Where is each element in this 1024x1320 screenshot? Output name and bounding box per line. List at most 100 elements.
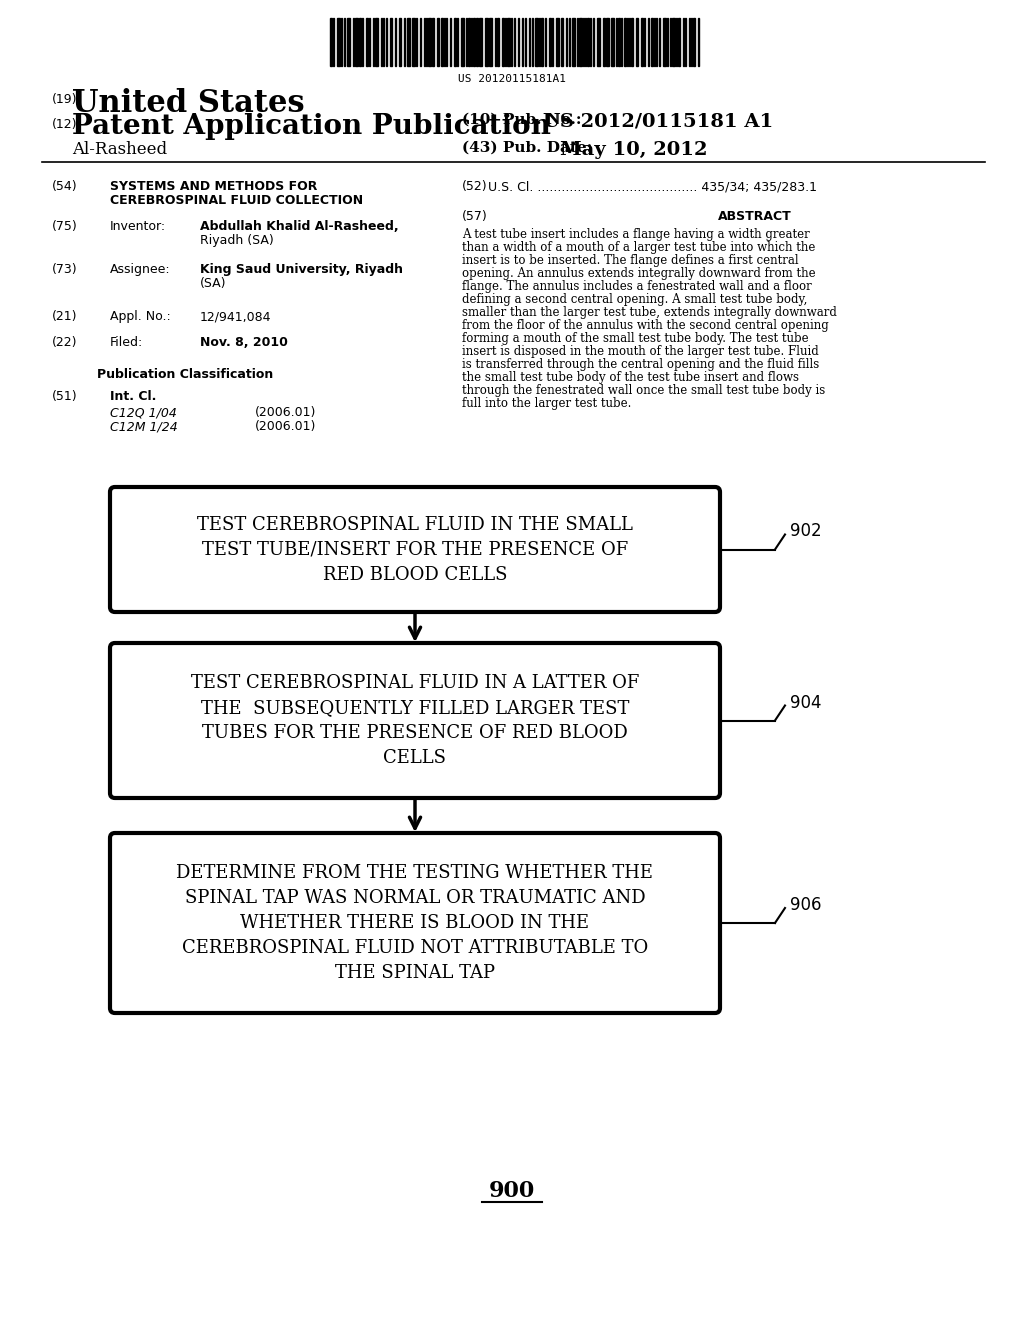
Text: than a width of a mouth of a larger test tube into which the: than a width of a mouth of a larger test… (462, 242, 815, 253)
Text: Assignee:: Assignee: (110, 263, 171, 276)
Text: 900: 900 (488, 1180, 536, 1203)
FancyBboxPatch shape (110, 833, 720, 1012)
Bar (502, 18, 504, 66)
Text: the small test tube body of the test tube insert and flows: the small test tube body of the test tub… (462, 371, 799, 384)
Bar (535, 18, 538, 66)
Text: full into the larger test tube.: full into the larger test tube. (462, 397, 632, 411)
Text: CEREBROSPINAL FLUID COLLECTION: CEREBROSPINAL FLUID COLLECTION (110, 194, 364, 207)
Bar (330, 18, 332, 66)
Text: (22): (22) (52, 337, 78, 348)
Bar (485, 18, 488, 66)
Text: Publication Classification: Publication Classification (97, 368, 273, 381)
Bar (461, 18, 464, 66)
Text: Riyadh (SA): Riyadh (SA) (200, 234, 273, 247)
Text: C12M 1/24: C12M 1/24 (110, 420, 178, 433)
Text: (75): (75) (52, 220, 78, 234)
FancyBboxPatch shape (110, 643, 720, 799)
Bar (412, 18, 415, 66)
Bar (561, 18, 563, 66)
Bar (678, 18, 680, 66)
Bar (579, 18, 582, 66)
Text: (10) Pub. No.:: (10) Pub. No.: (462, 114, 582, 127)
Text: flange. The annulus includes a fenestrated wall and a floor: flange. The annulus includes a fenestrat… (462, 280, 812, 293)
FancyBboxPatch shape (110, 487, 720, 612)
Bar (497, 18, 499, 66)
Text: U.S. Cl. ........................................ 435/34; 435/283.1: U.S. Cl. ...............................… (488, 180, 817, 193)
Text: (19): (19) (52, 92, 78, 106)
Bar (693, 18, 695, 66)
Bar (549, 18, 551, 66)
Text: (SA): (SA) (200, 277, 226, 290)
Text: (52): (52) (462, 180, 487, 193)
Text: Int. Cl.: Int. Cl. (110, 389, 157, 403)
Text: defining a second central opening. A small test tube body,: defining a second central opening. A sma… (462, 293, 807, 306)
Text: May 10, 2012: May 10, 2012 (560, 141, 708, 158)
Text: 12/941,084: 12/941,084 (200, 310, 271, 323)
Text: Filed:: Filed: (110, 337, 143, 348)
Text: from the floor of the annulus with the second central opening: from the floor of the annulus with the s… (462, 319, 828, 333)
Bar (479, 18, 482, 66)
Bar (597, 18, 600, 66)
Bar (618, 18, 620, 66)
Bar (337, 18, 340, 66)
Text: (21): (21) (52, 310, 78, 323)
Bar (473, 18, 475, 66)
Bar (489, 18, 492, 66)
Bar (476, 18, 478, 66)
Bar (611, 18, 614, 66)
Text: TEST CEREBROSPINAL FLUID IN A LATTER OF
THE  SUBSEQUENTLY FILLED LARGER TEST
TUB: TEST CEREBROSPINAL FLUID IN A LATTER OF … (190, 675, 639, 767)
Text: 904: 904 (790, 693, 821, 711)
Text: 906: 906 (790, 896, 821, 913)
Text: Patent Application Publication: Patent Application Publication (72, 114, 551, 140)
Bar (636, 18, 638, 66)
Bar (399, 18, 401, 66)
Text: US 20120115181A1: US 20120115181A1 (458, 74, 566, 84)
Text: Nov. 8, 2010: Nov. 8, 2010 (200, 337, 288, 348)
Text: Al-Rasheed: Al-Rasheed (72, 141, 167, 158)
Bar (631, 18, 633, 66)
Text: DETERMINE FROM THE TESTING WHETHER THE
SPINAL TAP WAS NORMAL OR TRAUMATIC AND
WH: DETERMINE FROM THE TESTING WHETHER THE S… (176, 865, 653, 982)
Text: (73): (73) (52, 263, 78, 276)
Text: United States: United States (72, 88, 304, 119)
Text: King Saud University, Riyadh: King Saud University, Riyadh (200, 263, 403, 276)
Text: insert is disposed in the mouth of the larger test tube. Fluid: insert is disposed in the mouth of the l… (462, 345, 819, 358)
Text: Abdullah Khalid Al-Rasheed,: Abdullah Khalid Al-Rasheed, (200, 220, 398, 234)
Text: insert is to be inserted. The flange defines a first central: insert is to be inserted. The flange def… (462, 253, 799, 267)
Text: (43) Pub. Date:: (43) Pub. Date: (462, 141, 592, 154)
Bar (507, 18, 510, 66)
Bar (441, 18, 443, 66)
Text: SYSTEMS AND METHODS FOR: SYSTEMS AND METHODS FOR (110, 180, 317, 193)
Bar (541, 18, 543, 66)
Bar (366, 18, 368, 66)
Bar (437, 18, 439, 66)
Bar (663, 18, 666, 66)
Text: (51): (51) (52, 389, 78, 403)
Text: (2006.01): (2006.01) (255, 407, 316, 418)
Bar (672, 18, 675, 66)
Bar (428, 18, 431, 66)
Bar (587, 18, 589, 66)
Bar (347, 18, 350, 66)
Text: A test tube insert includes a flange having a width greater: A test tube insert includes a flange hav… (462, 228, 810, 242)
Text: (2006.01): (2006.01) (255, 420, 316, 433)
Bar (468, 18, 470, 66)
Text: forming a mouth of the small test tube body. The test tube: forming a mouth of the small test tube b… (462, 333, 809, 345)
Text: Inventor:: Inventor: (110, 220, 166, 234)
Bar (624, 18, 626, 66)
Bar (355, 18, 358, 66)
Bar (641, 18, 643, 66)
Text: is transferred through the central opening and the fluid fills: is transferred through the central openi… (462, 358, 819, 371)
Text: C12Q 1/04: C12Q 1/04 (110, 407, 177, 418)
Text: smaller than the larger test tube, extends integrally downward: smaller than the larger test tube, exten… (462, 306, 837, 319)
Bar (390, 18, 392, 66)
Bar (407, 18, 410, 66)
Bar (375, 18, 378, 66)
Text: ABSTRACT: ABSTRACT (718, 210, 792, 223)
Bar (603, 18, 605, 66)
Text: through the fenestrated wall once the small test tube body is: through the fenestrated wall once the sm… (462, 384, 825, 397)
Bar (651, 18, 653, 66)
Text: opening. An annulus extends integrally downward from the: opening. An annulus extends integrally d… (462, 267, 816, 280)
Text: (54): (54) (52, 180, 78, 193)
Text: (57): (57) (462, 210, 487, 223)
Bar (359, 18, 361, 66)
